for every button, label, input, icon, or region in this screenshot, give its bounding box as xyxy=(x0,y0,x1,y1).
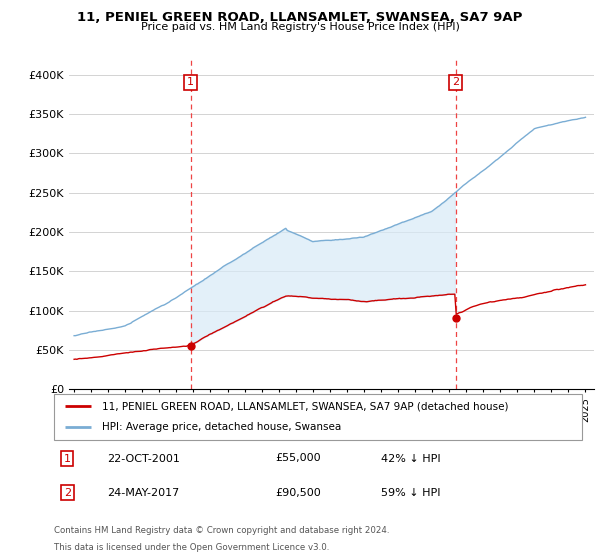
Text: 2: 2 xyxy=(64,488,71,498)
Text: £90,500: £90,500 xyxy=(276,488,322,498)
Text: Price paid vs. HM Land Registry's House Price Index (HPI): Price paid vs. HM Land Registry's House … xyxy=(140,22,460,32)
Text: This data is licensed under the Open Government Licence v3.0.: This data is licensed under the Open Gov… xyxy=(54,543,329,552)
Text: 1: 1 xyxy=(187,77,194,87)
Text: 11, PENIEL GREEN ROAD, LLANSAMLET, SWANSEA, SA7 9AP: 11, PENIEL GREEN ROAD, LLANSAMLET, SWANS… xyxy=(77,11,523,24)
Text: 11, PENIEL GREEN ROAD, LLANSAMLET, SWANSEA, SA7 9AP (detached house): 11, PENIEL GREEN ROAD, LLANSAMLET, SWANS… xyxy=(101,401,508,411)
Text: HPI: Average price, detached house, Swansea: HPI: Average price, detached house, Swan… xyxy=(101,422,341,432)
Text: 2: 2 xyxy=(452,77,459,87)
Text: £55,000: £55,000 xyxy=(276,454,322,464)
Text: 1: 1 xyxy=(64,454,71,464)
Text: 22-OCT-2001: 22-OCT-2001 xyxy=(107,454,179,464)
Text: 24-MAY-2017: 24-MAY-2017 xyxy=(107,488,179,498)
Text: 59% ↓ HPI: 59% ↓ HPI xyxy=(382,488,441,498)
Text: Contains HM Land Registry data © Crown copyright and database right 2024.: Contains HM Land Registry data © Crown c… xyxy=(54,526,389,535)
Text: 42% ↓ HPI: 42% ↓ HPI xyxy=(382,454,441,464)
